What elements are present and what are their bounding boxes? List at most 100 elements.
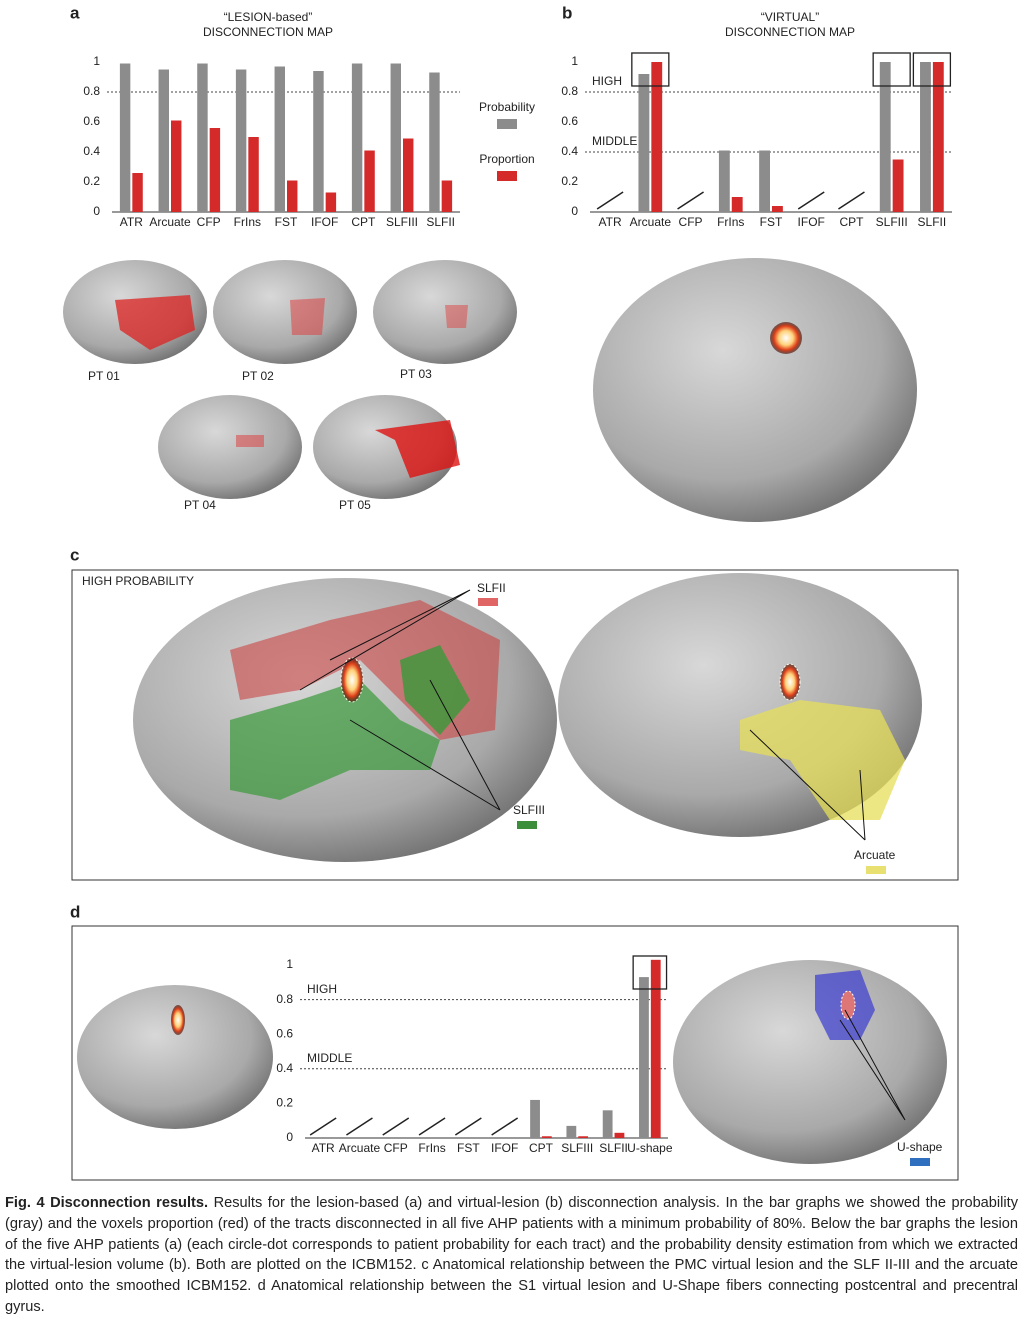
bar <box>650 959 661 1138</box>
no-data-slash <box>346 1117 373 1136</box>
y-tick-label: 0 <box>571 204 578 218</box>
bar <box>248 137 259 212</box>
x-tick-label: IFOF <box>491 1141 518 1155</box>
y-tick-label: 0 <box>286 1130 293 1144</box>
bar <box>351 63 363 212</box>
legend-swatch <box>910 1158 930 1166</box>
legend-label: Proportion <box>479 152 534 166</box>
bar <box>879 62 891 212</box>
bar <box>403 138 414 212</box>
panel-frame <box>71 569 959 881</box>
x-tick-label: ATR <box>599 215 622 229</box>
y-tick-label: 0.2 <box>561 174 578 188</box>
legend-label: SLFIII <box>513 803 545 817</box>
bar <box>530 1099 540 1138</box>
x-tick-label: Arcuate <box>149 215 191 229</box>
x-tick-label: IFOF <box>311 215 338 229</box>
bar <box>171 120 182 212</box>
y-tick-label: 0.4 <box>561 144 578 158</box>
x-tick-label: CFP <box>384 1141 408 1155</box>
legend-swatch <box>517 821 537 829</box>
chart-title: “LESION-based” <box>224 10 313 24</box>
bar <box>602 1110 613 1138</box>
x-tick-label: FST <box>275 215 298 229</box>
y-tick-label: 0.4 <box>83 144 100 158</box>
chart-title: DISCONNECTION MAP <box>725 25 855 39</box>
x-tick-label: U-shape <box>627 1141 673 1155</box>
threshold-label: HIGH <box>307 982 337 996</box>
x-tick-label: FrIns <box>717 215 744 229</box>
legend-swatch <box>497 171 517 181</box>
no-data-slash <box>454 1117 482 1136</box>
y-tick-label: 1 <box>93 54 100 68</box>
bar <box>731 197 743 212</box>
threshold-label: HIGH <box>592 74 622 88</box>
highlight-box <box>872 52 911 87</box>
bar <box>932 62 944 212</box>
brain-label: PT 01 <box>88 369 120 383</box>
caption-label: Fig. 4 Disconnection results. <box>5 1195 209 1211</box>
bar <box>364 150 375 212</box>
brain-images <box>77 960 947 1164</box>
bar <box>639 977 649 1138</box>
bar <box>614 1132 625 1138</box>
caption-text: Results for the lesion-based (a) and vir… <box>5 1195 1018 1315</box>
brain-label: PT 05 <box>339 498 371 512</box>
bar <box>638 74 650 212</box>
bar <box>235 69 247 212</box>
bar <box>759 150 770 212</box>
no-data-slash <box>797 191 825 210</box>
brain-images <box>63 258 917 522</box>
y-tick-label: 1 <box>571 54 578 68</box>
highlight-box <box>632 955 668 990</box>
panel-heading: HIGH PROBABILITY <box>82 574 194 588</box>
legend-label: U-shape <box>897 1140 943 1154</box>
no-data-slash <box>838 191 865 210</box>
x-tick-label: SLFIII <box>876 215 908 229</box>
y-tick-label: 0.8 <box>83 84 100 98</box>
bar <box>718 150 730 212</box>
bar <box>651 62 663 212</box>
bar <box>197 63 208 212</box>
legend-swatch <box>497 119 517 129</box>
highlight-box <box>912 52 952 87</box>
x-tick-label: ATR <box>120 215 143 229</box>
no-data-slash <box>382 1117 410 1136</box>
bar <box>429 72 440 212</box>
brain-images <box>133 573 922 862</box>
y-tick-label: 0.6 <box>561 114 578 128</box>
y-tick-label: 0.8 <box>276 992 293 1006</box>
x-tick-label: Arcuate <box>339 1141 381 1155</box>
bar <box>209 128 221 212</box>
bar <box>772 206 783 212</box>
panel-label: d <box>70 902 80 921</box>
y-tick-label: 0 <box>93 204 100 218</box>
highlight-box <box>631 52 670 87</box>
x-tick-label: SLFIII <box>561 1141 593 1155</box>
y-tick-label: 0.2 <box>276 1096 293 1110</box>
bar <box>313 71 324 212</box>
panel-label: a <box>70 3 80 22</box>
x-tick-label: CPT <box>529 1141 554 1155</box>
figure: a b c d PT 01 PT 02 PT 03 PT 04 PT 05 HI… <box>63 3 959 1181</box>
panel-label: c <box>70 545 79 564</box>
y-tick-label: 0.4 <box>276 1061 293 1075</box>
x-tick-label: CFP <box>679 215 703 229</box>
chart-title: DISCONNECTION MAP <box>203 25 333 39</box>
chart-title: “VIRTUAL” <box>761 10 819 24</box>
no-data-slash <box>418 1117 446 1136</box>
legend-swatch <box>478 598 498 606</box>
x-tick-label: ATR <box>312 1141 335 1155</box>
bar <box>287 180 298 212</box>
y-tick-label: 0.6 <box>276 1026 293 1040</box>
bar <box>390 63 401 212</box>
no-data-slash <box>677 191 704 210</box>
y-tick-label: 1 <box>286 957 293 971</box>
y-tick-label: 0.8 <box>561 84 578 98</box>
panel-label: b <box>562 3 572 22</box>
x-tick-label: CPT <box>351 215 376 229</box>
legend-swatch <box>866 866 886 874</box>
x-tick-label: SLFIII <box>386 215 418 229</box>
x-tick-label: SLFII <box>599 1141 628 1155</box>
